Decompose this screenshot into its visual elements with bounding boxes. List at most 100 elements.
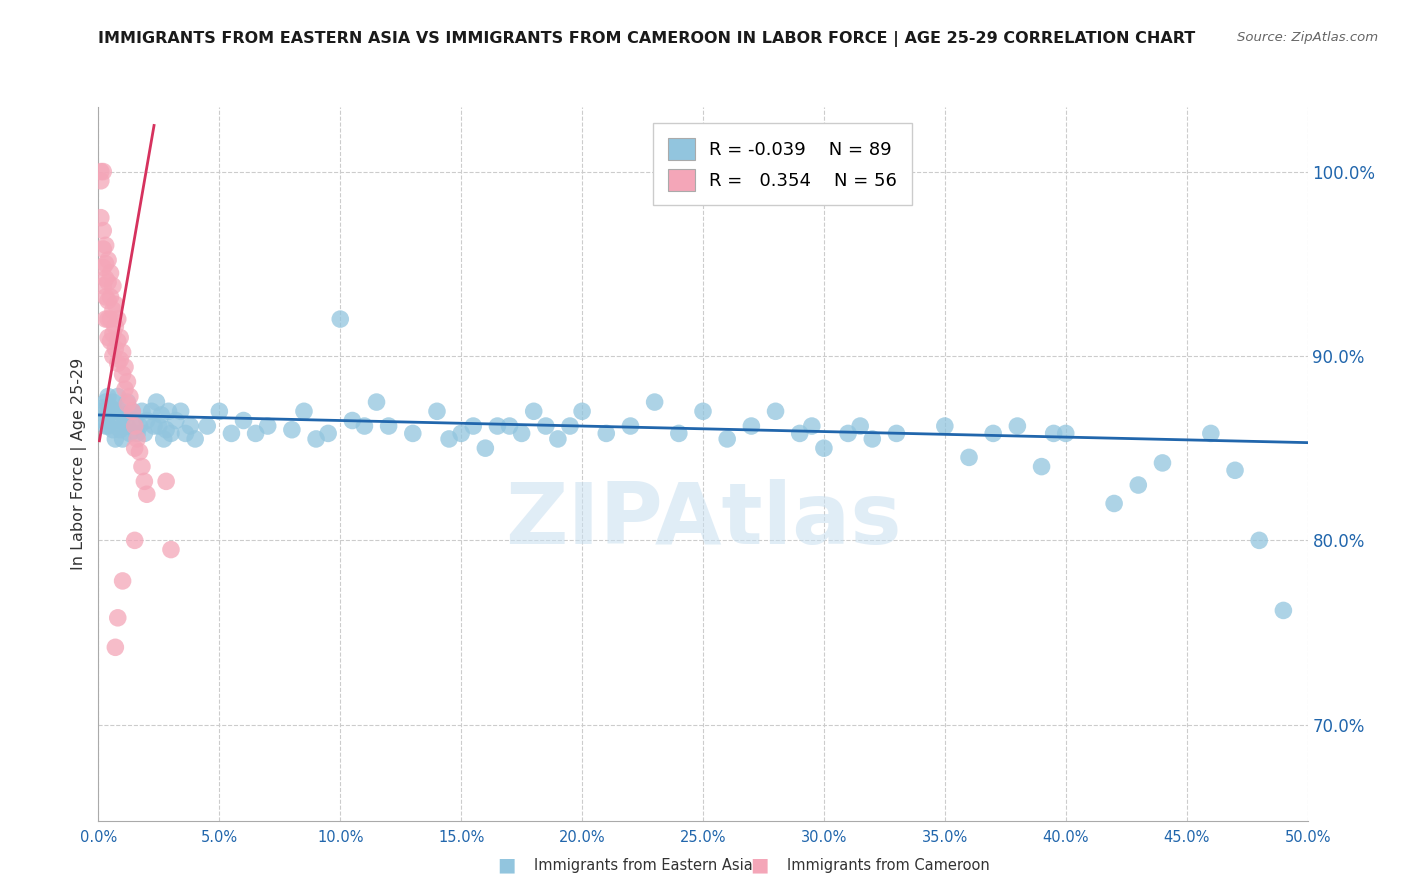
Point [135,413,157,427]
Point [134,426,156,441]
Point [100,312,122,326]
Text: ■: ■ [496,855,516,875]
Point [1007,419,1029,434]
Text: Immigrants from Eastern Asia: Immigrants from Eastern Asia [534,858,754,872]
Point [108,404,131,418]
Point [121,404,143,418]
Point [97,408,120,422]
Point [107,390,129,404]
Point [107,312,129,326]
Point [90,211,112,225]
Point [155,475,177,489]
Point [118,426,141,441]
Point [377,419,399,434]
Point [342,413,364,427]
Point [100,401,122,415]
Y-axis label: In Labor Force | Age 25-29: In Labor Force | Age 25-29 [72,358,87,570]
Point [292,404,315,418]
Point [150,408,173,422]
Point [145,395,167,409]
Point [104,297,127,311]
Point [692,404,714,418]
Point [195,419,218,434]
Point [90,174,112,188]
Point [353,419,375,434]
Point [97,253,120,268]
Point [97,419,120,434]
Point [160,542,183,557]
Point [1223,463,1246,477]
Point [101,279,124,293]
Point [124,419,146,434]
Point [91,164,114,178]
Text: Source: ZipAtlas.com: Source: ZipAtlas.com [1237,31,1378,45]
Point [765,404,787,418]
Point [97,275,120,289]
Point [100,413,122,427]
Point [1042,426,1064,441]
Point [101,349,124,363]
Point [107,356,129,370]
Point [97,312,120,326]
Point [117,419,139,434]
Point [131,404,153,418]
Point [232,413,254,427]
Point [1102,496,1125,510]
Point [107,611,129,625]
Text: IMMIGRANTS FROM EASTERN ASIA VS IMMIGRANTS FROM CAMEROON IN LABOR FORCE | AGE 25: IMMIGRANTS FROM EASTERN ASIA VS IMMIGRAN… [98,31,1195,47]
Point [114,408,136,422]
Point [534,419,557,434]
Point [104,404,127,418]
Point [1272,603,1295,617]
Point [179,419,201,434]
Point [1054,426,1077,441]
Point [157,404,180,418]
Point [127,426,149,441]
Point [316,426,339,441]
Point [437,432,460,446]
Point [104,640,127,655]
Point [245,426,267,441]
Point [127,432,149,446]
Point [571,404,593,418]
Point [90,164,112,178]
Point [716,432,738,446]
Point [152,432,174,446]
Point [837,426,859,441]
Point [94,238,117,252]
Point [117,397,139,411]
Point [256,419,278,434]
Point [619,419,641,434]
Point [91,279,114,293]
Point [117,395,139,409]
Point [141,404,163,418]
Point [91,224,114,238]
Point [100,334,122,349]
Point [813,441,835,455]
Point [128,445,150,459]
Point [108,330,131,344]
Point [94,271,117,285]
Point [740,419,762,434]
Point [1031,459,1053,474]
Point [174,426,197,441]
Point [107,413,129,427]
Point [800,419,823,434]
Point [1199,426,1222,441]
Point [114,382,136,396]
Point [104,319,127,334]
Point [124,441,146,455]
Point [474,441,496,455]
Point [305,432,328,446]
Point [101,326,124,341]
Point [135,487,157,501]
Point [595,426,617,441]
Point [134,475,156,489]
Text: ZIPAtlas: ZIPAtlas [505,479,901,563]
Point [165,413,187,427]
Point [101,302,124,317]
Point [366,395,388,409]
Point [104,432,127,446]
Point [100,290,122,304]
Point [100,266,122,280]
